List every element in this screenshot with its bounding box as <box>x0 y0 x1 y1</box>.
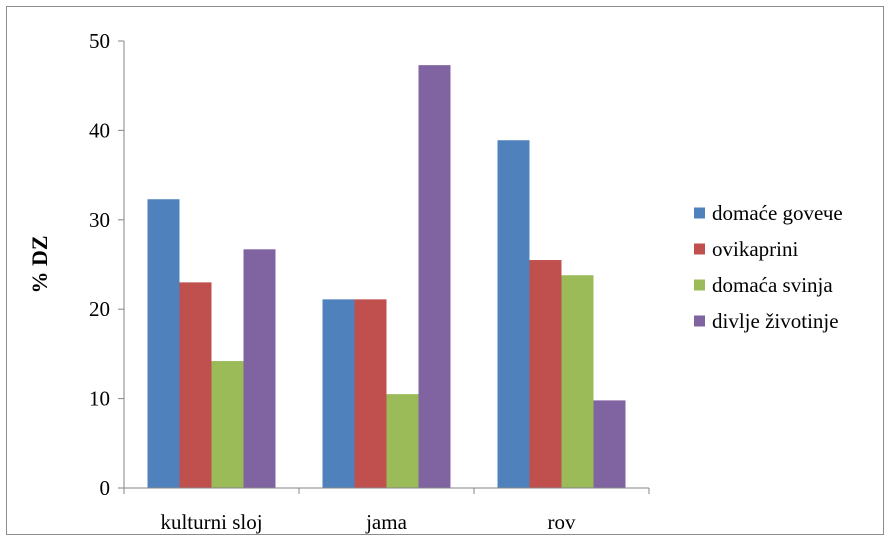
x-tick-label: rov <box>548 510 576 534</box>
legend-swatch <box>694 315 705 327</box>
y-tick-label: 10 <box>89 387 110 411</box>
bar <box>386 394 419 488</box>
bar <box>211 361 244 488</box>
x-tick-label: jama <box>365 510 407 534</box>
bar <box>243 249 276 488</box>
x-axis-labels: kulturni sloj jama rov <box>160 510 576 534</box>
x-tick-label: kulturni sloj <box>160 510 262 534</box>
bars <box>147 65 626 488</box>
bar <box>529 260 562 488</box>
y-axis-title: % DZ <box>27 235 52 293</box>
legend-swatch <box>694 243 705 255</box>
bar <box>322 299 355 488</box>
legend-swatch <box>694 207 705 219</box>
bar <box>561 275 594 488</box>
legend-label: domaće govече <box>712 201 843 225</box>
y-tick-label: 40 <box>89 118 110 142</box>
legend: domaće govече ovikaprini domaća svinja divl… <box>694 201 843 333</box>
y-tick-label: 30 <box>89 208 110 232</box>
legend-label: divlje životinje <box>712 309 839 333</box>
y-tick-label: 0 <box>100 476 111 500</box>
bar <box>593 400 626 488</box>
legend-label: domaća svinja <box>712 273 833 297</box>
y-axis-ticks: 0 10 20 30 40 50 <box>89 29 124 500</box>
bar <box>354 299 387 488</box>
bar <box>179 282 212 488</box>
legend-swatch <box>694 279 705 291</box>
bar <box>418 65 451 488</box>
bar <box>147 199 180 488</box>
y-tick-label: 50 <box>89 29 110 53</box>
y-tick-label: 20 <box>89 297 110 321</box>
bar <box>497 140 530 488</box>
legend-label: ovikaprini <box>712 237 798 261</box>
axes <box>123 41 650 494</box>
